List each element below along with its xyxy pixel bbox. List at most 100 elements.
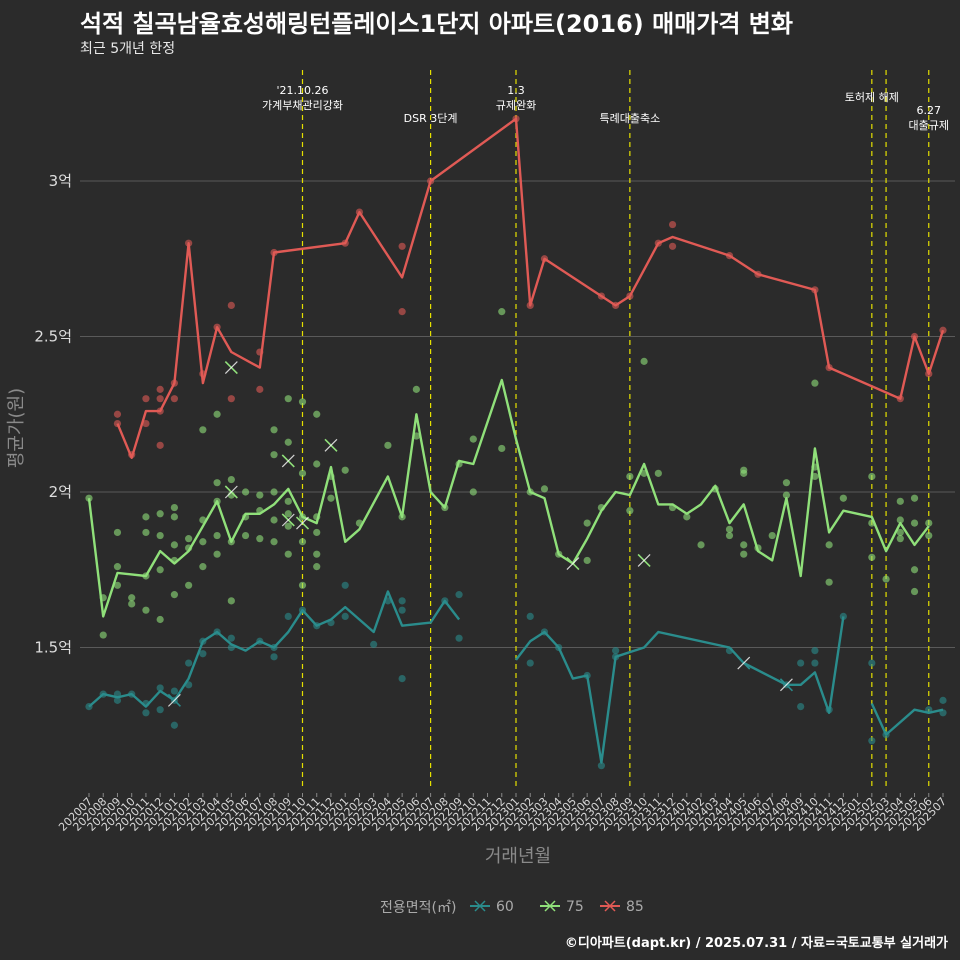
- data-point: [128, 600, 136, 608]
- data-point: [612, 647, 620, 655]
- data-point: [640, 357, 648, 365]
- data-point: [654, 469, 662, 477]
- data-point: [526, 612, 534, 621]
- data-point: [811, 647, 819, 655]
- data-point: [939, 696, 947, 704]
- data-point: [227, 301, 235, 309]
- cross-marker: [295, 516, 310, 530]
- data-point: [498, 308, 506, 316]
- cross-marker: [637, 553, 651, 567]
- data-point: [170, 721, 178, 729]
- data-point: [284, 438, 292, 446]
- cross-marker: [224, 361, 238, 375]
- y-tick-label: 2억: [49, 483, 72, 501]
- data-point: [398, 308, 406, 316]
- series-line: [870, 702, 944, 736]
- data-point: [199, 650, 207, 658]
- cross-marker: [324, 438, 338, 452]
- data-point: [170, 513, 178, 521]
- cross-marker: [224, 485, 238, 499]
- data-point: [370, 640, 378, 648]
- data-point: [626, 472, 634, 481]
- y-tick-label: 1.5억: [34, 639, 72, 657]
- data-point: [298, 538, 307, 546]
- gridlines: [80, 180, 955, 648]
- data-point: [469, 488, 477, 496]
- data-point: [298, 581, 307, 589]
- data-point: [868, 659, 876, 667]
- chart-subtitle: 최근 5개년 한정: [80, 41, 176, 57]
- data-point: [740, 469, 748, 477]
- data-point: [725, 531, 734, 540]
- data-point: [213, 479, 221, 487]
- event-label: 6.27: [917, 104, 942, 117]
- data-point: [156, 441, 164, 449]
- data-point: [398, 675, 406, 683]
- data-point: [797, 702, 805, 711]
- y-tick-label: 2.5억: [34, 328, 72, 346]
- event-label: 토허제 해제: [845, 90, 899, 104]
- data-point: [384, 441, 392, 449]
- data-point: [142, 513, 150, 521]
- event-label: 규제완화: [496, 99, 536, 112]
- data-point: [540, 485, 549, 493]
- data-point: [113, 410, 122, 418]
- data-point: [910, 587, 919, 596]
- data-point: [455, 634, 463, 642]
- x-axis-title: 거래년월: [485, 846, 551, 867]
- data-point: [725, 525, 734, 533]
- data-point: [825, 541, 833, 549]
- data-point: [626, 507, 634, 515]
- data-point: [227, 395, 235, 403]
- data-point: [313, 563, 321, 571]
- data-point: [128, 594, 136, 602]
- event-label: 특례대출축소: [599, 112, 660, 125]
- data-point: [113, 581, 122, 589]
- cross-markers: [167, 361, 793, 707]
- data-point: [341, 581, 349, 589]
- data-point: [156, 566, 164, 574]
- data-point: [256, 535, 264, 543]
- data-point: [199, 563, 207, 571]
- data-point: [868, 553, 876, 561]
- data-point: [185, 581, 193, 589]
- data-point: [113, 563, 122, 571]
- data-point: [910, 519, 919, 527]
- data-point: [284, 522, 292, 530]
- event-label: 대출규제: [909, 119, 949, 132]
- data-point: [341, 466, 349, 474]
- data-point: [925, 519, 933, 527]
- data-point: [896, 535, 904, 543]
- cross-marker: [167, 693, 181, 707]
- data-point: [156, 706, 164, 714]
- data-point: [740, 541, 748, 549]
- data-point: [185, 535, 193, 543]
- data-point: [797, 659, 805, 667]
- data-point: [839, 494, 847, 502]
- event-label: '21.10.26: [276, 84, 328, 97]
- data-point: [768, 531, 776, 540]
- y-axis-title: 평균가(원): [6, 388, 27, 468]
- data-point: [469, 435, 477, 443]
- data-point: [156, 615, 164, 624]
- series-line: [87, 378, 930, 618]
- data-point: [313, 410, 321, 418]
- data-point: [284, 395, 292, 403]
- cross-marker: [779, 678, 793, 692]
- data-point: [156, 531, 164, 540]
- data-point: [341, 612, 349, 621]
- legend-label: 85: [626, 899, 644, 915]
- y-tick-label: 3억: [49, 172, 72, 190]
- legend-label: 75: [566, 899, 584, 915]
- data-point: [811, 379, 819, 387]
- legend-item-85: 85: [600, 899, 644, 915]
- data-point: [113, 696, 122, 704]
- legend-item-75: 75: [540, 899, 584, 915]
- series-line: [88, 590, 461, 708]
- data-point: [270, 451, 278, 459]
- data-point: [227, 634, 235, 642]
- data-point: [740, 550, 748, 558]
- data-point: [170, 395, 178, 403]
- data-point: [99, 631, 107, 639]
